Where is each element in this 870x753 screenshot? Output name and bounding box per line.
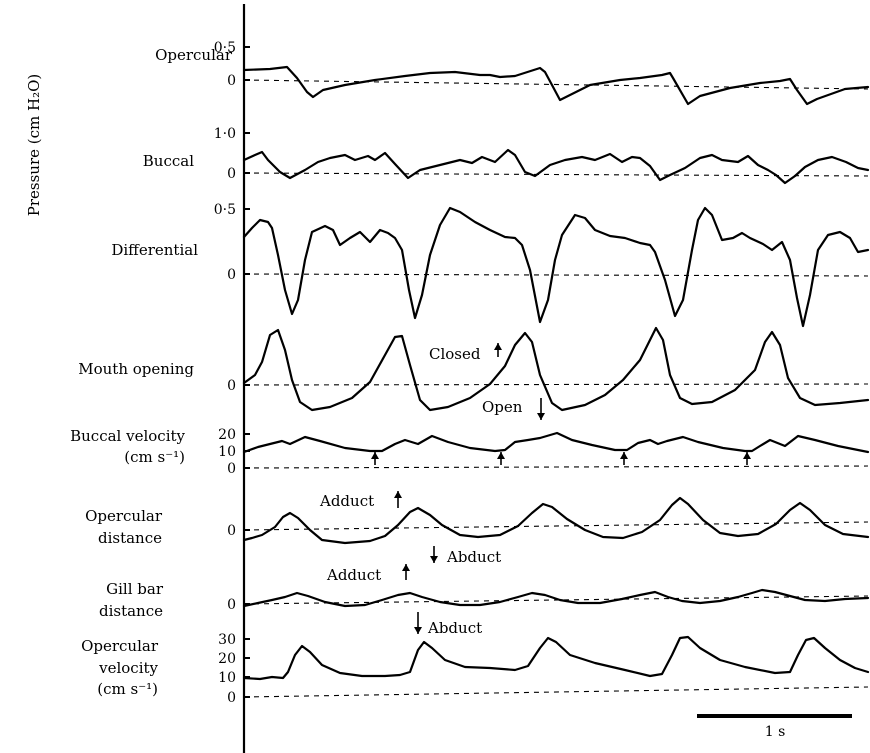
traces-layer: 0·50Opercular1·00Buccal0·50Differential0… bbox=[70, 40, 870, 706]
buccal-tick-label-0: 1·0 bbox=[214, 126, 236, 142]
buccal_velocity-tick-label-1: 10 bbox=[218, 444, 236, 460]
opercular_distance-annotation-adduct-arrow bbox=[394, 491, 402, 508]
y-axis-label-group: Pressure (cm H₂O) bbox=[25, 74, 43, 217]
opercular_distance-annotation-abduct-arrow-head bbox=[430, 556, 438, 563]
gill_bar_distance-label-line-2: distance bbox=[99, 602, 163, 620]
gill_bar_distance-label-line-1: Gill bar bbox=[106, 580, 164, 598]
gill_bar_distance-zero-baseline bbox=[243, 595, 869, 605]
opercular-tick-label-0: 0·5 bbox=[214, 40, 236, 56]
opercular_distance-annotation-adduct: Adduct bbox=[319, 492, 374, 510]
scale-bar-group: 1 s bbox=[697, 714, 852, 740]
mouth_opening-annotation-open: Open bbox=[482, 398, 523, 416]
differential-label-line-1: Differential bbox=[111, 241, 198, 259]
buccal-velocity-marker-arrow-4-head bbox=[743, 452, 751, 459]
buccal-velocity-marker-arrow-3 bbox=[620, 452, 628, 465]
gill_bar_distance-annotation-adduct-arrow bbox=[402, 564, 410, 580]
opercular-label-line-1: Opercular bbox=[155, 46, 233, 64]
mouth_opening-zero-baseline bbox=[243, 383, 869, 386]
mouth_opening-trace-line bbox=[242, 326, 870, 412]
buccal-label-line-1: Buccal bbox=[143, 152, 194, 170]
gill_bar_distance-annotation-abduct-arrow bbox=[414, 612, 422, 634]
mouth_opening-annotation-closed-arrow bbox=[494, 343, 502, 357]
opercular_distance-zero-baseline bbox=[243, 521, 869, 531]
opercular_velocity-tick-label-0: 30 bbox=[218, 632, 236, 648]
differential-trace-line bbox=[242, 206, 870, 328]
buccal_velocity-label-line-1: Buccal velocity bbox=[70, 427, 185, 445]
gill_bar_distance-annotation-abduct: Abduct bbox=[427, 619, 482, 637]
y-axis-label: Pressure (cm H₂O) bbox=[25, 74, 43, 217]
gill_bar_distance-annotation-adduct: Adduct bbox=[326, 566, 381, 584]
trace-opercular_velocity: 30 20 10 0 Opercular velocity (cm s⁻¹) bbox=[81, 632, 870, 706]
opercular_velocity-zero-baseline bbox=[243, 686, 869, 698]
gill_bar_distance-annotation-adduct-arrow-head bbox=[402, 564, 410, 571]
opercular_velocity-trace-line bbox=[242, 635, 870, 681]
opercular_velocity-label-line-1: Opercular bbox=[81, 637, 159, 655]
buccal-trace-line bbox=[242, 148, 870, 185]
opercular_distance-annotation-abduct-arrow bbox=[430, 546, 438, 563]
mouth_opening-annotation-closed: Closed bbox=[429, 345, 481, 363]
scale-bar-label: 1 s bbox=[765, 724, 786, 740]
buccal-velocity-marker-arrow-1-head bbox=[371, 452, 379, 459]
opercular_distance-label-line-2: distance bbox=[98, 529, 162, 547]
mouth_opening-tick-label-0: 0 bbox=[227, 378, 236, 394]
differential-tick-label-1: 0 bbox=[227, 267, 236, 283]
opercular_distance-tick-label-0: 0 bbox=[227, 523, 236, 539]
differential-tick-label-0: 0·5 bbox=[214, 202, 236, 218]
opercular_velocity-label-line-3: (cm s⁻¹) bbox=[97, 680, 158, 698]
buccal_velocity-label-line-2: (cm s⁻¹) bbox=[124, 448, 185, 466]
opercular-trace-line bbox=[242, 65, 870, 106]
trace-mouth_opening: 0 Mouth opening bbox=[78, 326, 870, 412]
opercular_velocity-tick-label-2: 10 bbox=[218, 670, 236, 686]
opercular_velocity-label-line-2: velocity bbox=[98, 659, 158, 677]
buccal-velocity-marker-arrow-1 bbox=[371, 452, 379, 465]
opercular_distance-trace-line bbox=[242, 496, 870, 545]
gill_bar_distance-annotation-abduct-arrow-head bbox=[414, 627, 422, 634]
buccal-velocity-marker-arrow-4 bbox=[743, 452, 751, 465]
trace-differential: 0·5 0 Differential bbox=[111, 202, 870, 328]
trace-buccal: 1·0 0 Buccal bbox=[143, 126, 870, 185]
buccal_velocity-tick-label-0: 20 bbox=[218, 427, 236, 443]
buccal_velocity-zero-baseline bbox=[243, 465, 869, 469]
buccal-tick-label-1: 0 bbox=[227, 166, 236, 182]
mouth_opening-annotation-closed-arrow-head bbox=[494, 343, 502, 350]
trace-gill_bar_distance: 0 Gill bar distance bbox=[99, 580, 870, 620]
gill_bar_distance-trace-line bbox=[242, 588, 870, 608]
mouth_opening-label-line-1: Mouth opening bbox=[78, 360, 194, 378]
opercular_distance-annotation-adduct-arrow-head bbox=[394, 491, 402, 498]
buccal-velocity-marker-arrow-2 bbox=[497, 452, 505, 465]
gill_bar_distance-tick-label-0: 0 bbox=[227, 597, 236, 613]
opercular_distance-annotation-abduct: Abduct bbox=[446, 548, 501, 566]
differential-zero-baseline bbox=[243, 273, 869, 277]
buccal-velocity-marker-arrow-2-head bbox=[497, 452, 505, 459]
mouth_opening-annotation-open-arrow bbox=[537, 398, 545, 420]
buccal_velocity-trace-line bbox=[242, 431, 870, 454]
opercular_velocity-tick-label-1: 20 bbox=[218, 651, 236, 667]
opercular_velocity-tick-label-3: 0 bbox=[227, 690, 236, 706]
buccal-zero-baseline bbox=[243, 172, 869, 177]
buccal_velocity-tick-label-2: 0 bbox=[227, 461, 236, 477]
buccal-velocity-marker-arrow-3-head bbox=[620, 452, 628, 459]
trace-opercular_distance: 0 Opercular distance bbox=[85, 496, 870, 547]
opercular_distance-label-line-1: Opercular bbox=[85, 507, 163, 525]
opercular-tick-label-1: 0 bbox=[227, 73, 236, 89]
trace-opercular: 0·5 0 Opercular bbox=[155, 40, 870, 106]
mouth_opening-annotation-open-arrow-head bbox=[537, 413, 545, 420]
opercular-zero-baseline bbox=[243, 79, 869, 90]
